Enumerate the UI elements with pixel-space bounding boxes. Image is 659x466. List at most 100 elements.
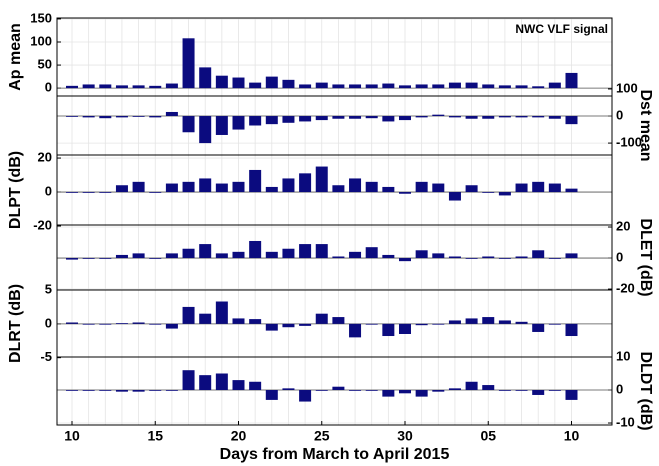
bar	[115, 254, 128, 259]
bar	[215, 183, 228, 193]
bar	[249, 169, 262, 193]
bar	[99, 192, 112, 193]
bar	[82, 84, 95, 89]
x-tick-label: 15	[147, 428, 163, 444]
bar	[282, 248, 295, 259]
bar	[332, 256, 345, 259]
bar	[349, 251, 362, 259]
bar	[182, 248, 195, 259]
bar	[315, 244, 328, 259]
bar	[232, 251, 245, 259]
bar	[215, 301, 228, 324]
bar	[299, 244, 312, 259]
bar	[515, 390, 528, 391]
bar	[382, 390, 395, 397]
bar	[232, 77, 245, 89]
bar	[515, 116, 528, 118]
bar	[66, 390, 78, 391]
bar	[415, 250, 428, 259]
bar	[382, 83, 395, 89]
bar	[415, 323, 428, 326]
x-axis-label: Days from March to April 2015	[220, 446, 450, 463]
y-tick-label: 5	[45, 281, 52, 296]
bar	[515, 256, 528, 259]
bar	[482, 385, 495, 391]
bar	[532, 323, 545, 332]
bar	[565, 72, 578, 89]
bar	[432, 390, 445, 392]
bar	[199, 116, 212, 144]
x-tick-label: 20	[231, 428, 247, 444]
bar	[182, 181, 195, 193]
bar	[165, 323, 178, 329]
bar	[432, 114, 445, 117]
bar	[482, 116, 495, 119]
bar	[99, 323, 112, 325]
bar	[299, 323, 312, 326]
bar	[132, 390, 145, 392]
y-tick-label: 150	[30, 10, 52, 25]
bar	[332, 317, 345, 324]
bar	[482, 192, 495, 193]
bar	[282, 116, 295, 123]
bar	[515, 85, 528, 89]
bar	[66, 322, 78, 324]
bar	[66, 116, 78, 117]
bar	[132, 253, 145, 259]
x-tick-label: 25	[314, 428, 330, 444]
bar	[232, 181, 245, 193]
bar	[99, 116, 112, 119]
bar	[115, 85, 128, 89]
bar	[99, 84, 112, 89]
bar	[498, 192, 511, 196]
bar	[82, 323, 95, 325]
bar	[165, 83, 178, 89]
bar	[115, 116, 128, 118]
bar	[66, 258, 78, 260]
bar	[249, 82, 262, 89]
bar	[382, 186, 395, 193]
bar	[498, 390, 511, 391]
y-axis-label: Ap mean	[7, 23, 24, 91]
bar	[99, 390, 112, 391]
bar	[448, 388, 461, 391]
bar	[399, 258, 411, 262]
bar	[265, 116, 278, 125]
bar	[498, 320, 511, 324]
bar	[365, 84, 378, 89]
bar	[532, 86, 545, 89]
y-tick-label: 10	[616, 348, 630, 363]
bar	[565, 323, 578, 337]
bar	[349, 323, 362, 338]
bar	[265, 390, 278, 400]
bar	[515, 321, 528, 324]
bar	[299, 84, 312, 89]
bar	[99, 258, 112, 259]
bar	[382, 254, 395, 259]
bar	[448, 256, 461, 259]
bar	[282, 388, 295, 391]
bar	[182, 370, 195, 391]
bar	[165, 111, 178, 117]
y-tick-label: 20	[38, 149, 52, 164]
bar	[149, 258, 162, 259]
y-tick-label: -20	[616, 281, 635, 296]
bar	[515, 183, 528, 193]
bar	[249, 381, 262, 391]
bar	[548, 258, 561, 259]
bar	[265, 323, 278, 331]
bar	[432, 84, 445, 89]
bar	[132, 322, 145, 324]
bar	[498, 85, 511, 89]
bar	[565, 188, 578, 193]
bar	[399, 390, 411, 394]
bar	[565, 253, 578, 259]
bar	[149, 323, 162, 325]
bar	[149, 192, 162, 193]
bar	[149, 85, 162, 89]
bar	[182, 116, 195, 133]
bar	[482, 256, 495, 259]
bar	[365, 116, 378, 119]
bar	[249, 240, 262, 259]
bar	[265, 186, 278, 193]
